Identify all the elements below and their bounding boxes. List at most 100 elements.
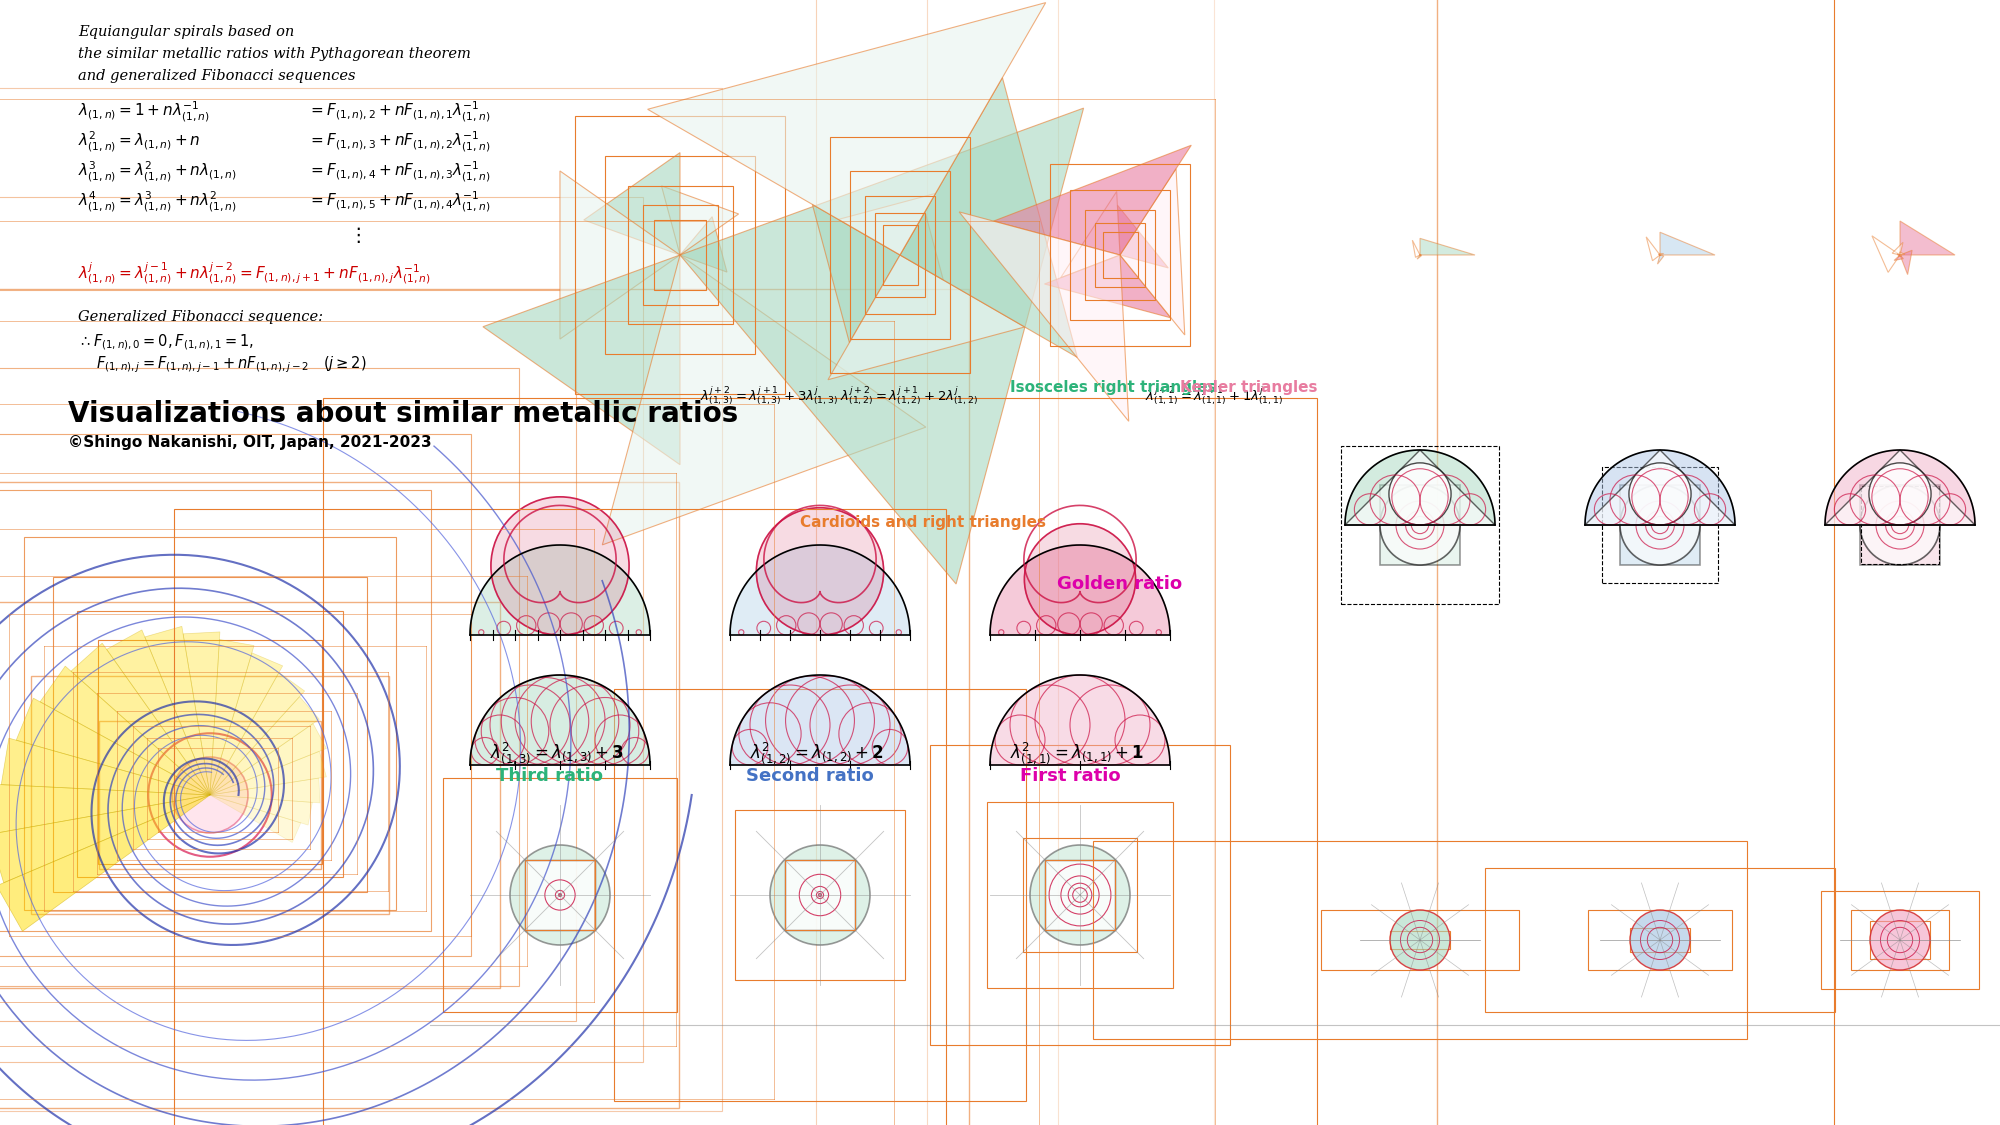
Polygon shape xyxy=(1660,232,1716,255)
Circle shape xyxy=(1380,485,1460,565)
Bar xyxy=(52,577,368,892)
Bar xyxy=(100,721,320,868)
Text: $\lambda_{(1,n)}^2 = \lambda_{(1,n)} + n$: $\lambda_{(1,n)}^2 = \lambda_{(1,n)} + n… xyxy=(78,130,200,154)
Polygon shape xyxy=(470,675,650,765)
Bar xyxy=(1102,233,1138,278)
Text: $F_{(1,n),j} = F_{(1,n),j-1} + nF_{(1,n),j-2} \quad (j \geq 2)$: $F_{(1,n),j} = F_{(1,n),j-1} + nF_{(1,n)… xyxy=(96,354,366,375)
Polygon shape xyxy=(210,723,326,795)
Bar xyxy=(174,510,946,1125)
Polygon shape xyxy=(2,738,210,795)
Polygon shape xyxy=(210,639,254,795)
Polygon shape xyxy=(900,78,1078,358)
Text: $\lambda_{(1,2)}^2 = \lambda_{(1,2)} + \mathbf{2}$: $\lambda_{(1,2)}^2 = \lambda_{(1,2)} + \… xyxy=(750,740,884,766)
Polygon shape xyxy=(1584,450,1736,525)
Circle shape xyxy=(770,845,870,945)
Polygon shape xyxy=(70,644,210,795)
Polygon shape xyxy=(648,2,1046,255)
Bar xyxy=(604,156,756,354)
Bar xyxy=(882,225,918,285)
Bar xyxy=(1852,910,1948,970)
Polygon shape xyxy=(1898,253,1900,256)
Bar xyxy=(864,196,936,314)
Bar xyxy=(1044,860,1116,930)
Circle shape xyxy=(510,845,610,945)
Bar xyxy=(784,860,856,930)
Bar xyxy=(1860,485,1940,565)
Bar xyxy=(1822,891,1978,989)
Text: Visualizations about similar metallic ratios: Visualizations about similar metallic ra… xyxy=(68,400,738,428)
Polygon shape xyxy=(560,171,680,339)
Polygon shape xyxy=(210,673,304,795)
Text: Second ratio: Second ratio xyxy=(746,767,874,785)
Bar xyxy=(1870,921,1930,958)
Circle shape xyxy=(172,757,248,832)
Circle shape xyxy=(756,507,884,634)
Bar xyxy=(1380,485,1460,565)
Bar xyxy=(0,88,722,1112)
Bar xyxy=(524,860,596,930)
Bar xyxy=(1620,485,1700,565)
Polygon shape xyxy=(40,666,210,795)
Text: the similar metallic ratios with Pythagorean theorem: the similar metallic ratios with Pythago… xyxy=(78,47,470,61)
Circle shape xyxy=(1630,910,1690,970)
Polygon shape xyxy=(1120,169,1184,335)
Polygon shape xyxy=(210,778,320,803)
Bar xyxy=(830,137,970,374)
Bar xyxy=(1070,190,1170,320)
Polygon shape xyxy=(0,795,210,932)
Bar xyxy=(0,0,1058,1125)
Bar xyxy=(0,483,678,1107)
Polygon shape xyxy=(812,205,900,343)
Polygon shape xyxy=(1658,255,1664,264)
Bar xyxy=(1320,910,1520,970)
Text: $\lambda_{(1,3)}^2 = \lambda_{(1,3)} + \mathbf{3}$: $\lambda_{(1,3)}^2 = \lambda_{(1,3)} + \… xyxy=(490,740,624,766)
Text: $\lambda_{(1,1)}^{j+2} = \lambda_{(1,1)}^{j+1} + 1\lambda_{(1,1)}^{j}$: $\lambda_{(1,1)}^{j+2} = \lambda_{(1,1)}… xyxy=(1144,385,1284,408)
Text: Golden ratio: Golden ratio xyxy=(1058,575,1182,593)
Bar xyxy=(444,778,676,1011)
Polygon shape xyxy=(210,795,312,825)
Circle shape xyxy=(1388,462,1452,525)
Bar xyxy=(930,745,1230,1045)
Circle shape xyxy=(1628,462,1692,525)
Polygon shape xyxy=(1344,450,1496,525)
Circle shape xyxy=(1030,845,1130,945)
Text: Cardioids and right triangles: Cardioids and right triangles xyxy=(800,515,1046,530)
Bar xyxy=(1588,910,1732,970)
Polygon shape xyxy=(1344,450,1496,525)
Bar xyxy=(98,640,322,864)
Bar xyxy=(0,0,816,1125)
Polygon shape xyxy=(210,696,320,795)
Polygon shape xyxy=(1044,255,1170,318)
Polygon shape xyxy=(106,630,210,795)
Bar xyxy=(322,397,1318,1125)
Bar xyxy=(1390,930,1450,950)
Bar xyxy=(784,860,856,930)
Polygon shape xyxy=(1894,255,1904,260)
Polygon shape xyxy=(1824,450,1976,525)
Polygon shape xyxy=(470,544,650,634)
Text: $= F_{(1,n),4} + nF_{(1,n),3}\lambda_{(1,n)}^{-1}$: $= F_{(1,n),4} + nF_{(1,n),3}\lambda_{(1… xyxy=(308,160,490,184)
Bar xyxy=(1022,838,1138,952)
Polygon shape xyxy=(990,544,1170,634)
Polygon shape xyxy=(584,153,680,255)
Text: Isosceles right triangles: Isosceles right triangles xyxy=(1010,380,1216,395)
Bar xyxy=(524,860,596,930)
Circle shape xyxy=(1024,524,1136,634)
Polygon shape xyxy=(1900,250,1912,274)
Polygon shape xyxy=(900,212,944,280)
Polygon shape xyxy=(1584,450,1736,525)
Polygon shape xyxy=(1060,191,1120,278)
Text: Kepler triangles: Kepler triangles xyxy=(1180,380,1318,395)
Bar xyxy=(0,290,576,1020)
Bar xyxy=(628,186,732,324)
Polygon shape xyxy=(184,632,220,795)
Polygon shape xyxy=(960,212,1128,421)
Bar xyxy=(576,116,784,394)
Polygon shape xyxy=(1872,236,1900,272)
Polygon shape xyxy=(210,652,282,795)
Polygon shape xyxy=(1892,242,1902,255)
Polygon shape xyxy=(16,699,210,795)
Circle shape xyxy=(1868,462,1932,525)
Bar xyxy=(876,213,924,297)
Polygon shape xyxy=(1900,220,1956,255)
